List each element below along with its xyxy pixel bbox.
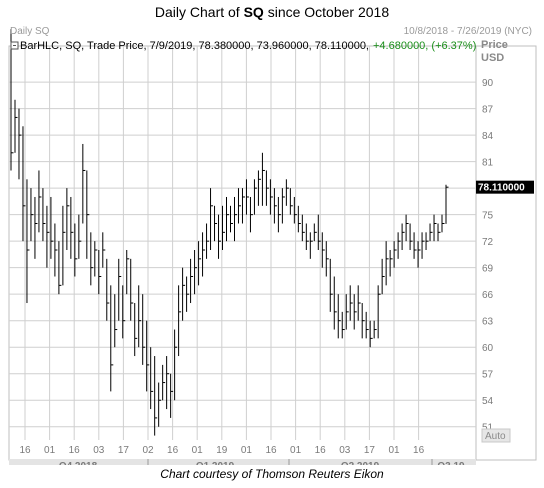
- x-tick-label: 01: [388, 445, 400, 456]
- y-tick-label: 63: [482, 317, 494, 328]
- y-tick-label: 90: [482, 78, 494, 89]
- quarter-label: Q1 2019: [196, 461, 235, 465]
- x-tick-label: 16: [167, 445, 179, 456]
- y-axis: 5154576063666972757881848790: [482, 78, 494, 434]
- chart-title-prefix: Daily Chart of: [154, 4, 244, 20]
- y-tick-label: 87: [482, 105, 494, 116]
- auto-scale-button[interactable]: [481, 428, 511, 443]
- x-tick-label: 17: [118, 445, 130, 456]
- x-tick-label: 16: [265, 445, 277, 456]
- price-chart: 5154576063666972757881848790 16011603170…: [8, 26, 537, 465]
- last-price-tag-text: 78.110000: [478, 183, 525, 194]
- axis-title-price: Price: [481, 39, 508, 51]
- x-tick-label: 01: [290, 445, 302, 456]
- quarter-label: Q2 2019: [341, 461, 380, 465]
- x-tick-label: 01: [241, 445, 253, 456]
- legend-text-main: BarHLC, SQ, Trade Price, 7/9/2019, 78.38…: [20, 40, 369, 52]
- quarter-axis: Q4 2018 Q1 2019 Q2 2019 Q3 19: [9, 459, 476, 465]
- price-bars: [10, 29, 449, 436]
- x-tick-label: 16: [413, 445, 425, 456]
- x-tick-label: 01: [192, 445, 204, 456]
- x-tick-label: 16: [69, 445, 81, 456]
- y-tick-label: 60: [482, 343, 494, 354]
- quarter-label: Q4 2018: [59, 461, 98, 465]
- x-tick-label: 19: [216, 445, 228, 456]
- x-tick-label: 01: [44, 445, 56, 456]
- x-tick-label: 17: [364, 445, 376, 456]
- y-tick-label: 66: [482, 290, 494, 301]
- y-tick-label: 51: [482, 423, 494, 434]
- axis-frame: [475, 45, 537, 461]
- y-tick-label: 84: [482, 131, 494, 142]
- grid: [9, 46, 476, 440]
- x-tick-label: 03: [339, 445, 351, 456]
- y-tick-label: 72: [482, 237, 494, 248]
- quarter-band: [9, 459, 476, 465]
- chart-caption: Chart courtesy of Thomson Reuters Eikon: [160, 467, 384, 481]
- y-tick-label: 54: [482, 396, 494, 407]
- chart-title: Daily Chart of SQ since October 2018: [0, 4, 544, 20]
- legend-text: BarHLC, SQ, Trade Price, 7/9/2019, 78.38…: [20, 40, 476, 52]
- chart-title-symbol: SQ: [243, 4, 264, 20]
- x-tick-label: 02: [142, 445, 154, 456]
- x-tick-label: 16: [315, 445, 327, 456]
- header-left: Daily SQ: [10, 26, 50, 37]
- chart-title-suffix: since October 2018: [263, 4, 390, 20]
- last-price-tag-bg: [476, 180, 534, 194]
- y-tick-label: 75: [482, 211, 494, 222]
- x-tick-label: 16: [19, 445, 31, 456]
- header-right: 10/8/2018 - 7/26/2019 (NYC): [404, 26, 532, 37]
- auto-scale-label: Auto: [485, 431, 506, 442]
- y-tick-label: 81: [482, 158, 494, 169]
- y-tick-label: 57: [482, 370, 494, 381]
- y-tick-label: 69: [482, 264, 494, 275]
- quarter-label: Q3 19: [437, 461, 465, 465]
- x-axis: 16 01 16 03 17 02 16 01 19 01 16 01 16 03 17 01 16: [19, 445, 424, 456]
- legend-change: +4.680000, (+6.37%): [373, 40, 476, 52]
- axis-title-usd: USD: [481, 52, 504, 64]
- last-price-tag: 78.110000: [476, 180, 534, 194]
- x-tick-label: 03: [93, 445, 105, 456]
